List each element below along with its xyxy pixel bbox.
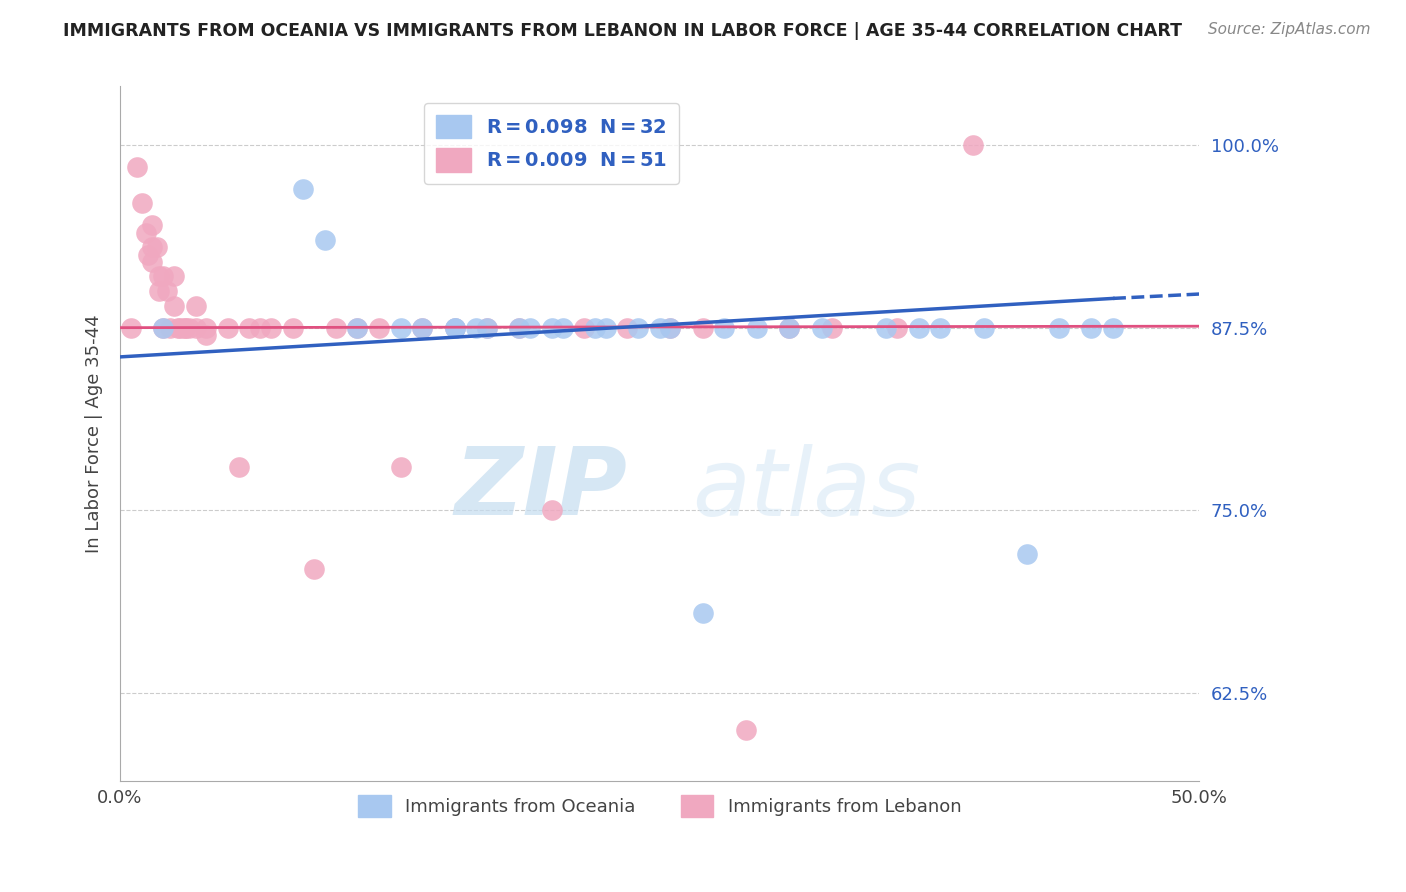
Point <box>616 320 638 334</box>
Point <box>389 320 412 334</box>
Point <box>152 320 174 334</box>
Point <box>127 160 149 174</box>
Text: IMMIGRANTS FROM OCEANIA VS IMMIGRANTS FROM LEBANON IN LABOR FORCE | AGE 35-44 CO: IMMIGRANTS FROM OCEANIA VS IMMIGRANTS FR… <box>63 22 1182 40</box>
Point <box>145 240 167 254</box>
Point <box>152 320 174 334</box>
Point <box>148 269 170 284</box>
Point <box>238 320 260 334</box>
Point <box>735 723 758 737</box>
Point <box>228 459 250 474</box>
Point <box>583 320 606 334</box>
Point <box>821 320 844 334</box>
Point <box>173 320 195 334</box>
Point <box>314 233 336 247</box>
Point <box>184 320 207 334</box>
Point <box>389 459 412 474</box>
Point <box>136 247 159 261</box>
Point <box>163 299 186 313</box>
Point <box>141 255 163 269</box>
Legend: Immigrants from Oceania, Immigrants from Lebanon: Immigrants from Oceania, Immigrants from… <box>352 788 969 824</box>
Point <box>141 219 163 233</box>
Point <box>659 320 682 334</box>
Point <box>217 320 239 334</box>
Point <box>886 320 908 334</box>
Point <box>540 320 562 334</box>
Point <box>173 320 195 334</box>
Point <box>1047 320 1070 334</box>
Text: ZIP: ZIP <box>454 443 627 535</box>
Text: Source: ZipAtlas.com: Source: ZipAtlas.com <box>1208 22 1371 37</box>
Point <box>141 240 163 254</box>
Point <box>325 320 347 334</box>
Point <box>443 320 465 334</box>
Point <box>368 320 391 334</box>
Point <box>595 320 617 334</box>
Point <box>519 320 541 334</box>
Point <box>465 320 488 334</box>
Point <box>443 320 465 334</box>
Point <box>778 320 800 334</box>
Point <box>156 284 179 298</box>
Point <box>540 503 562 517</box>
Point <box>692 320 714 334</box>
Point <box>195 328 218 343</box>
Point <box>475 320 498 334</box>
Point <box>120 320 142 334</box>
Point <box>411 320 433 334</box>
Point <box>508 320 530 334</box>
Point <box>1102 320 1125 334</box>
Point <box>152 269 174 284</box>
Point <box>292 182 315 196</box>
Text: atlas: atlas <box>692 443 921 534</box>
Point <box>249 320 271 334</box>
Point <box>411 320 433 334</box>
Point <box>135 226 157 240</box>
Point <box>169 320 191 334</box>
Point <box>713 320 735 334</box>
Point <box>443 320 465 334</box>
Point <box>875 320 897 334</box>
Point <box>131 196 153 211</box>
Point <box>184 299 207 313</box>
Point <box>346 320 368 334</box>
Point <box>973 320 995 334</box>
Point <box>346 320 368 334</box>
Point <box>778 320 800 334</box>
Point <box>159 320 181 334</box>
Point <box>745 320 768 334</box>
Point <box>692 606 714 620</box>
Point <box>475 320 498 334</box>
Point <box>148 284 170 298</box>
Y-axis label: In Labor Force | Age 35-44: In Labor Force | Age 35-44 <box>86 314 103 553</box>
Point <box>281 320 304 334</box>
Point <box>962 137 984 152</box>
Point <box>551 320 574 334</box>
Point <box>572 320 595 334</box>
Point <box>929 320 952 334</box>
Point <box>177 320 200 334</box>
Point <box>304 562 326 576</box>
Point <box>659 320 682 334</box>
Point <box>508 320 530 334</box>
Point <box>1080 320 1102 334</box>
Point <box>260 320 283 334</box>
Point <box>648 320 671 334</box>
Point <box>167 320 190 334</box>
Point <box>810 320 832 334</box>
Point <box>907 320 929 334</box>
Point <box>1015 547 1038 561</box>
Point <box>163 269 186 284</box>
Point <box>195 320 218 334</box>
Point <box>627 320 650 334</box>
